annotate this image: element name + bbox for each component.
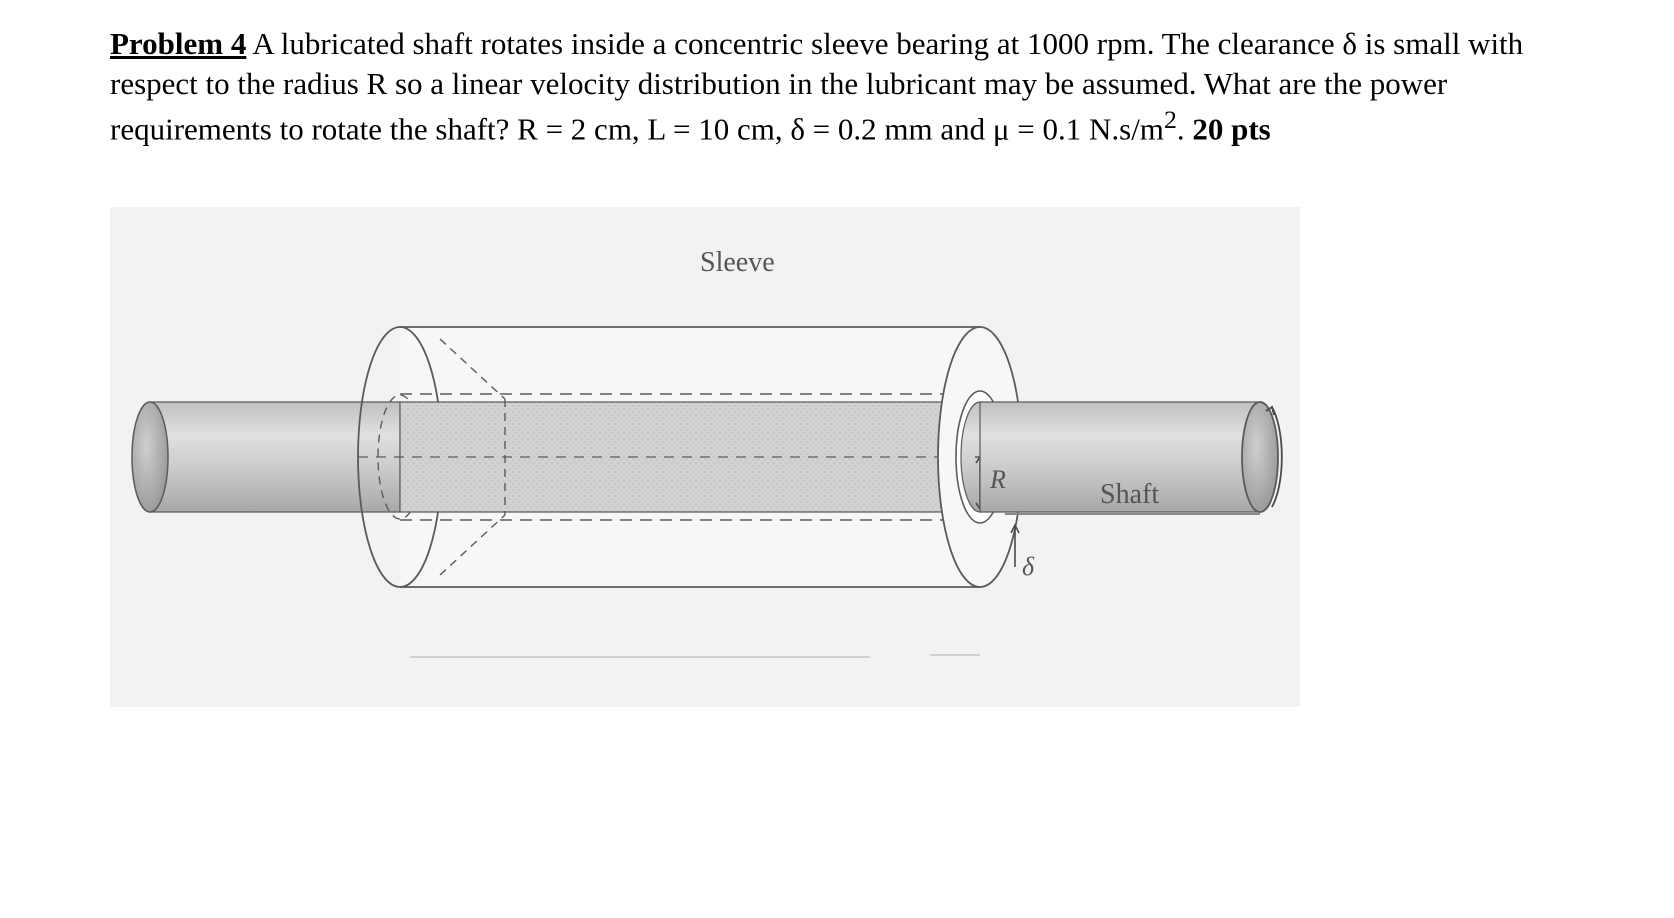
problem-statement: Problem 4 A lubricated shaft rotates ins… xyxy=(110,24,1564,149)
exponent: 2 xyxy=(1164,105,1177,134)
label-R: R xyxy=(990,465,1006,495)
problem-label: Problem 4 xyxy=(110,26,246,61)
figure-svg xyxy=(110,207,1300,707)
label-sleeve: Sleeve xyxy=(700,247,775,279)
problem-body-1: A lubricated shaft rotates inside a conc… xyxy=(110,26,1523,147)
label-shaft: Shaft xyxy=(1100,479,1159,511)
problem-body-2: . xyxy=(1177,112,1193,147)
label-delta: δ xyxy=(1022,552,1034,582)
page: Problem 4 A lubricated shaft rotates ins… xyxy=(0,0,1674,918)
shaft-right-cap xyxy=(1242,402,1278,512)
shaft-left-cap xyxy=(132,402,168,512)
problem-points: 20 pts xyxy=(1192,112,1270,147)
figure: Sleeve Shaft R δ xyxy=(110,207,1300,707)
